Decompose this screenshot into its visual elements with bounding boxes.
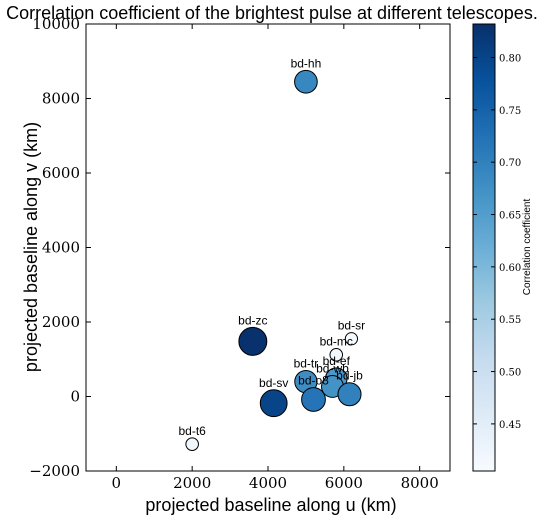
y-tick-label: 10000 bbox=[32, 15, 80, 33]
data-point bbox=[337, 382, 362, 407]
data-point bbox=[329, 347, 344, 362]
y-tick-label: 4000 bbox=[42, 239, 80, 257]
x-axis-label: projected baseline along u (km) bbox=[145, 495, 396, 515]
x-tick-label: 0 bbox=[112, 474, 122, 492]
point-label: bd-t6 bbox=[178, 424, 206, 438]
x-tick-label: 8000 bbox=[401, 474, 439, 492]
colorbar-gradient bbox=[472, 23, 496, 472]
point-label: bd-wb bbox=[316, 361, 349, 375]
y-tick-label: −2000 bbox=[29, 462, 80, 480]
point-label: bd-sv bbox=[259, 376, 288, 390]
x-tick-label: 6000 bbox=[325, 474, 363, 492]
chart-title: Correlation coefficient of the brightest… bbox=[6, 3, 538, 23]
data-point bbox=[238, 326, 268, 356]
colorbar-tick-label: 0.80 bbox=[499, 53, 521, 64]
data-point bbox=[259, 389, 288, 418]
y-tick-label: 8000 bbox=[42, 90, 80, 108]
y-tick-label: 6000 bbox=[42, 164, 80, 182]
data-point bbox=[344, 332, 359, 346]
point-label: bd-o8 bbox=[298, 374, 329, 388]
colorbar-tick-label: 0.50 bbox=[499, 368, 521, 379]
colorbar-tick-label: 0.70 bbox=[499, 158, 521, 169]
point-label: bd-zc bbox=[238, 313, 267, 327]
data-point bbox=[185, 437, 199, 451]
y-tick-label: 0 bbox=[70, 388, 80, 406]
point-label: bd-jb bbox=[336, 369, 363, 383]
y-axis-label: projected baseline along v (km) bbox=[21, 122, 41, 372]
y-tick-label: 2000 bbox=[42, 313, 80, 331]
point-label: bd-ef bbox=[323, 354, 351, 368]
point-label: bd-sr bbox=[338, 319, 365, 333]
data-point bbox=[294, 69, 318, 94]
axes: 0 2000 4000 6000 8000 −2000 0 2000 4000 6000 8000 1… bbox=[29, 15, 451, 492]
x-tick-label: 4000 bbox=[249, 474, 287, 492]
point-label: bd-hh bbox=[291, 56, 322, 70]
colorbar-label: Correlation coefficient bbox=[522, 199, 533, 296]
colorbar-tick-label: 0.45 bbox=[499, 420, 521, 431]
point-label: bd-mc bbox=[320, 334, 353, 348]
point-label: bd-tr bbox=[294, 356, 319, 370]
colorbar-tick-label: 0.75 bbox=[499, 106, 521, 117]
data-point bbox=[301, 387, 326, 412]
colorbar: 0.45 0.50 0.55 0.60 0.65 0.70 0.75 0.80 bbox=[472, 23, 521, 472]
x-tick-label: 2000 bbox=[173, 474, 211, 492]
colorbar-tick-label: 0.65 bbox=[499, 211, 521, 222]
colorbar-tick-label: 0.60 bbox=[499, 263, 521, 274]
colorbar-tick-label: 0.55 bbox=[499, 315, 521, 326]
